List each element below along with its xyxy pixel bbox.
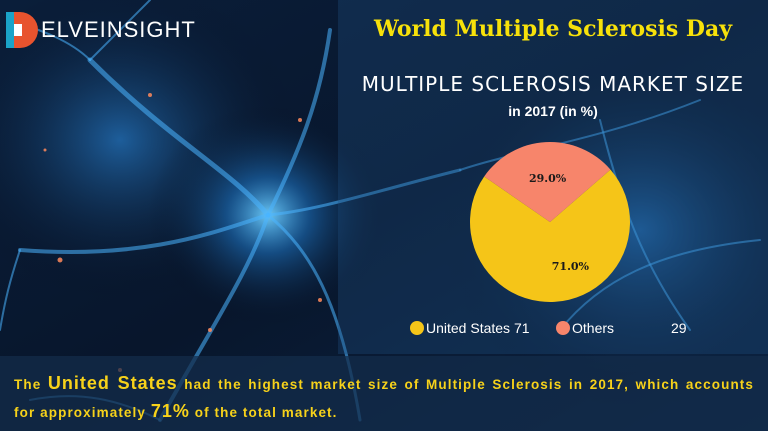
caption-highlight-percent: 71% [150, 401, 190, 421]
pie-slice-others [484, 142, 611, 222]
market-share-pie-chart: 71.0% 29.0% [470, 142, 630, 302]
delveinsight-logo-icon [6, 12, 38, 48]
legend-item-united-states: United States 71 [410, 320, 530, 336]
brand-logo: ELVEINSIGHT [4, 8, 196, 52]
legend-label-united-states: United States 71 [426, 320, 530, 336]
pie-label-others: 29.0% [529, 172, 567, 185]
pie-slice-united-states [470, 169, 630, 302]
caption-part-2: had the highest market size of Multiple … [14, 377, 754, 420]
caption-highlight-country: United States [47, 373, 178, 393]
legend-item-others: Others [556, 320, 614, 336]
chart-title: MULTIPLE SCLEROSIS MARKET SIZE [361, 72, 745, 96]
chart-subtitle: in 2017 (in %) [508, 103, 598, 119]
chart-legend: United States 71 Others 29 [338, 318, 768, 340]
caption-part-1: The [14, 377, 48, 392]
summary-caption: The United States had the highest market… [0, 356, 768, 431]
legend-label-others: Others [572, 320, 615, 336]
legend-swatch-others [556, 321, 570, 335]
summary-text: The United States had the highest market… [14, 370, 754, 426]
caption-part-3: of the total market. [189, 405, 338, 420]
logo-text: ELVEINSIGHT [41, 17, 196, 42]
legend-value-others: 29 [671, 320, 687, 336]
legend-swatch-united-states [410, 321, 424, 335]
pie-label-united-states: 71.0% [552, 260, 590, 273]
day-title: World Multiple Sclerosis Day [373, 16, 732, 42]
